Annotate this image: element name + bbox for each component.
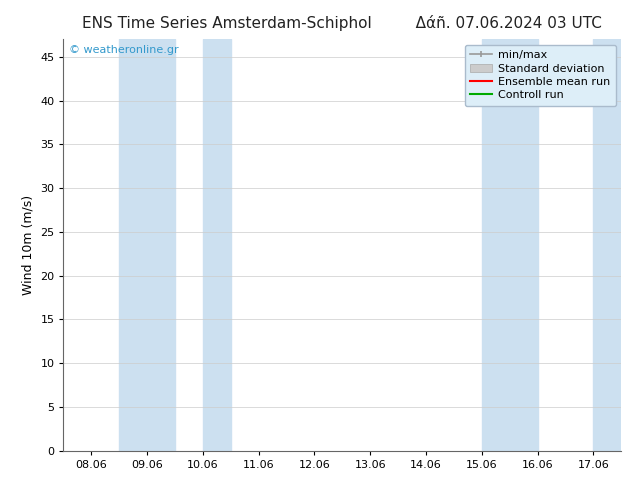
Title: ENS Time Series Amsterdam-Schiphol         Δάñ. 07.06.2024 03 UTC: ENS Time Series Amsterdam-Schiphol Δάñ. …	[82, 15, 602, 31]
Text: © weatheronline.gr: © weatheronline.gr	[69, 46, 179, 55]
Bar	[203, 39, 231, 451]
Bar	[119, 39, 175, 451]
Y-axis label: Wind 10m (m/s): Wind 10m (m/s)	[22, 195, 35, 295]
Bar	[593, 39, 621, 451]
Legend: min/max, Standard deviation, Ensemble mean run, Controll run: min/max, Standard deviation, Ensemble me…	[465, 45, 616, 106]
Bar	[482, 39, 538, 451]
